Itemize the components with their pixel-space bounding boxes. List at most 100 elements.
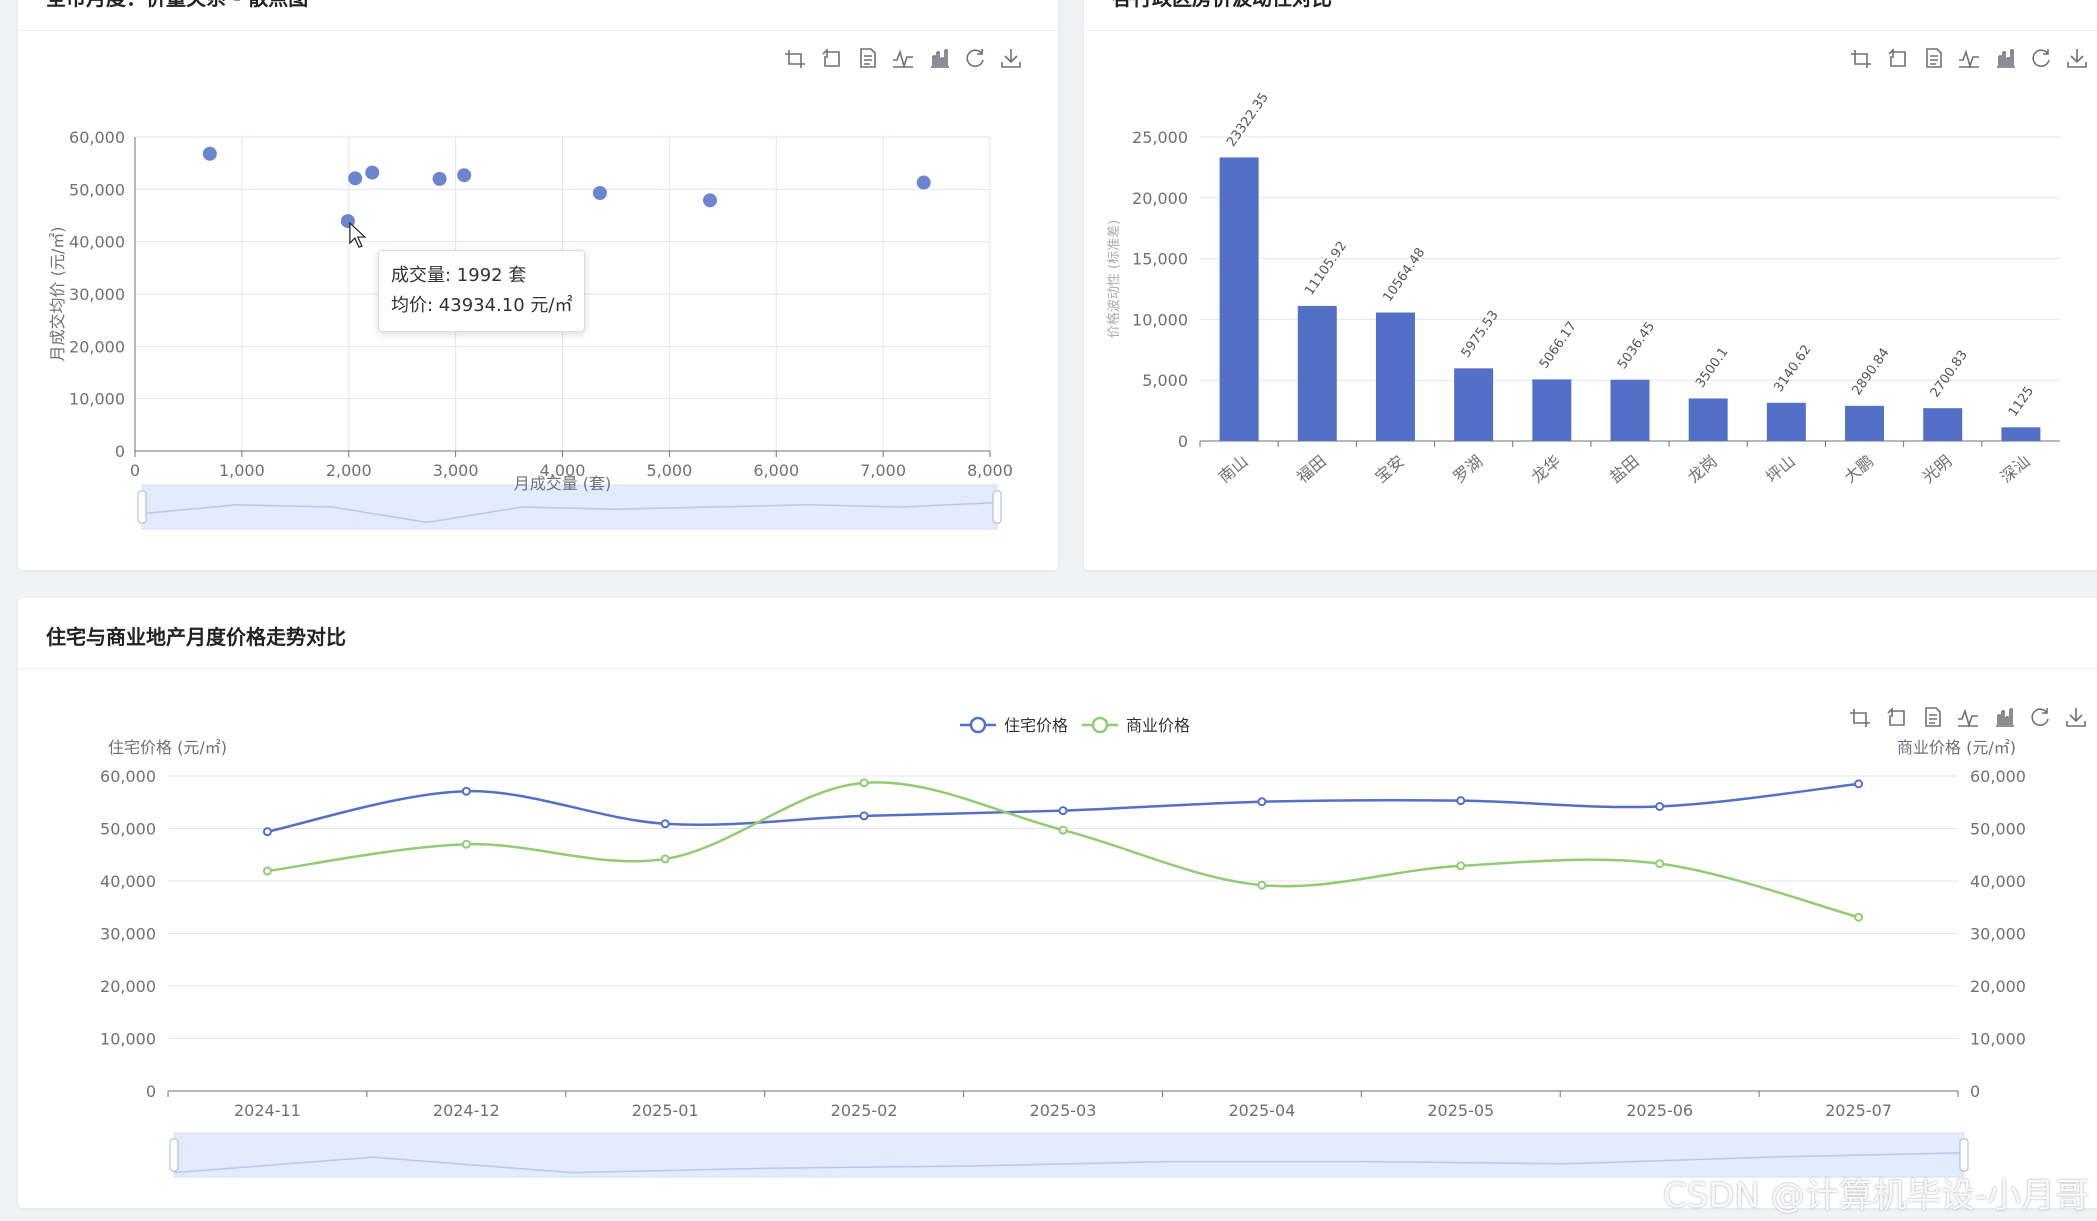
bar-chart-title: 各行政区房价波动性对比 <box>1112 0 1332 11</box>
series-line-commercial <box>267 781 1859 919</box>
crop-icon[interactable] <box>1850 709 1870 727</box>
scatter-point[interactable] <box>432 171 447 186</box>
line-chart-icon[interactable] <box>1959 49 1979 69</box>
zoom-preview-line <box>173 1152 1965 1174</box>
bar[interactable] <box>1532 379 1572 441</box>
bar[interactable] <box>1219 157 1259 442</box>
crop-icon[interactable] <box>785 50 805 68</box>
y-tick-label: 25,000 <box>1132 128 1188 147</box>
zoom-handle-right[interactable] <box>1959 1138 1969 1172</box>
data-point[interactable] <box>1655 859 1665 869</box>
data-point[interactable] <box>1257 797 1267 807</box>
zoom-handle-right[interactable] <box>992 490 1002 524</box>
bar[interactable] <box>2001 427 2041 441</box>
data-point[interactable] <box>660 854 670 864</box>
x-tick-label: 2025-03 <box>1030 1101 1097 1120</box>
undo-icon[interactable] <box>822 48 840 67</box>
scatter-point[interactable] <box>202 146 217 161</box>
x-tick-label: 2025-07 <box>1825 1101 1892 1120</box>
data-point[interactable] <box>1655 801 1665 811</box>
x-tick-label: 南山 <box>1215 452 1252 487</box>
download-icon[interactable] <box>2066 708 2086 727</box>
x-tick-label: 0 <box>130 461 140 480</box>
bar[interactable] <box>1845 405 1885 441</box>
undo-icon[interactable] <box>1888 48 1906 67</box>
data-point[interactable] <box>1456 796 1466 806</box>
x-tick-label: 深汕 <box>1997 452 2034 487</box>
data-point[interactable] <box>262 866 272 876</box>
scatter-point[interactable] <box>916 175 931 190</box>
data-view-icon[interactable] <box>860 48 876 68</box>
zoom-handle-left[interactable] <box>137 490 147 524</box>
bar-chart-icon[interactable] <box>1997 49 2015 68</box>
scatter-chart-title: 全市月度：价量关系 - 散点图 <box>46 0 308 11</box>
x-tick-label: 2025-02 <box>831 1101 898 1120</box>
bar[interactable] <box>1923 408 1963 441</box>
x-tick-label: 坪山 <box>1762 452 1799 487</box>
bar[interactable] <box>1688 398 1728 441</box>
data-point[interactable] <box>1456 861 1466 871</box>
bar[interactable] <box>1375 312 1415 441</box>
refresh-icon[interactable] <box>2031 708 2049 726</box>
zoom-selection[interactable] <box>174 1133 1964 1177</box>
bar-value-label: 3500.1 <box>1693 345 1731 391</box>
undo-icon[interactable] <box>1887 707 1905 726</box>
bar[interactable] <box>1454 368 1494 441</box>
y-tick-label-right: 20,000 <box>1970 977 2026 996</box>
data-point[interactable] <box>1058 825 1068 835</box>
data-point[interactable] <box>1854 779 1864 789</box>
zoom-selection[interactable] <box>142 485 997 529</box>
bar[interactable] <box>1297 305 1337 441</box>
y-tick-label: 20,000 <box>69 337 125 356</box>
data-point[interactable] <box>461 786 471 796</box>
data-point[interactable] <box>859 778 869 788</box>
bar-value-label: 1125 <box>2006 384 2037 420</box>
data-point[interactable] <box>660 819 670 829</box>
zoom-preview-line <box>141 501 998 524</box>
data-zoom-slider[interactable] <box>137 484 1002 530</box>
line-chart-icon[interactable] <box>893 49 913 69</box>
legend-label: 住宅价格 <box>1004 716 1068 735</box>
legend-item-commercial[interactable]: 商业价格 <box>1082 716 1190 735</box>
y-tick-label-right: 30,000 <box>1970 925 2026 944</box>
y-tick-label: 60,000 <box>69 128 125 147</box>
y-tick-label-right: 0 <box>1970 1082 1980 1101</box>
pointer-cursor-icon <box>349 221 367 248</box>
crop-icon[interactable] <box>1851 50 1871 68</box>
line-chart-icon[interactable] <box>1958 708 1978 728</box>
data-point[interactable] <box>262 827 272 837</box>
data-view-icon[interactable] <box>1925 707 1941 727</box>
scatter-point[interactable] <box>348 171 363 186</box>
refresh-icon[interactable] <box>966 49 984 67</box>
legend-item-residential[interactable]: 住宅价格 <box>960 716 1068 735</box>
scatter-point[interactable] <box>592 185 607 200</box>
scatter-point[interactable] <box>702 193 717 208</box>
bar-value-label: 23322.35 <box>1224 90 1272 149</box>
data-point[interactable] <box>461 839 471 849</box>
bar[interactable] <box>1766 402 1806 441</box>
bar-chart-icon[interactable] <box>931 49 949 68</box>
data-point[interactable] <box>859 811 869 821</box>
data-point[interactable] <box>1854 912 1864 922</box>
bar-value-label: 2700.83 <box>1928 348 1971 401</box>
x-tick-label: 2025-05 <box>1427 1101 1494 1120</box>
x-tick-label: 2024-11 <box>234 1101 301 1120</box>
refresh-icon[interactable] <box>2032 49 2050 67</box>
y-tick-label: 0 <box>1178 432 1188 451</box>
data-point[interactable] <box>1257 880 1267 890</box>
data-view-icon[interactable] <box>1926 48 1942 68</box>
download-icon[interactable] <box>1001 49 1021 68</box>
scatter-point[interactable] <box>457 168 472 183</box>
data-zoom-slider[interactable] <box>169 1132 1969 1178</box>
scatter-point[interactable] <box>365 165 380 180</box>
bar[interactable] <box>1610 379 1650 441</box>
x-tick-label: 2,000 <box>326 461 372 480</box>
bar-value-label: 5036.45 <box>1615 319 1658 372</box>
bar-chart-icon[interactable] <box>1996 708 2014 727</box>
x-tick-label: 盐田 <box>1606 452 1643 487</box>
zoom-handle-left[interactable] <box>169 1138 179 1172</box>
data-point[interactable] <box>1058 806 1068 816</box>
card-divider <box>18 668 2097 669</box>
scatter-tooltip: 成交量: 1992 套 均价: 43934.10 元/㎡ <box>378 250 586 332</box>
download-icon[interactable] <box>2067 49 2087 68</box>
